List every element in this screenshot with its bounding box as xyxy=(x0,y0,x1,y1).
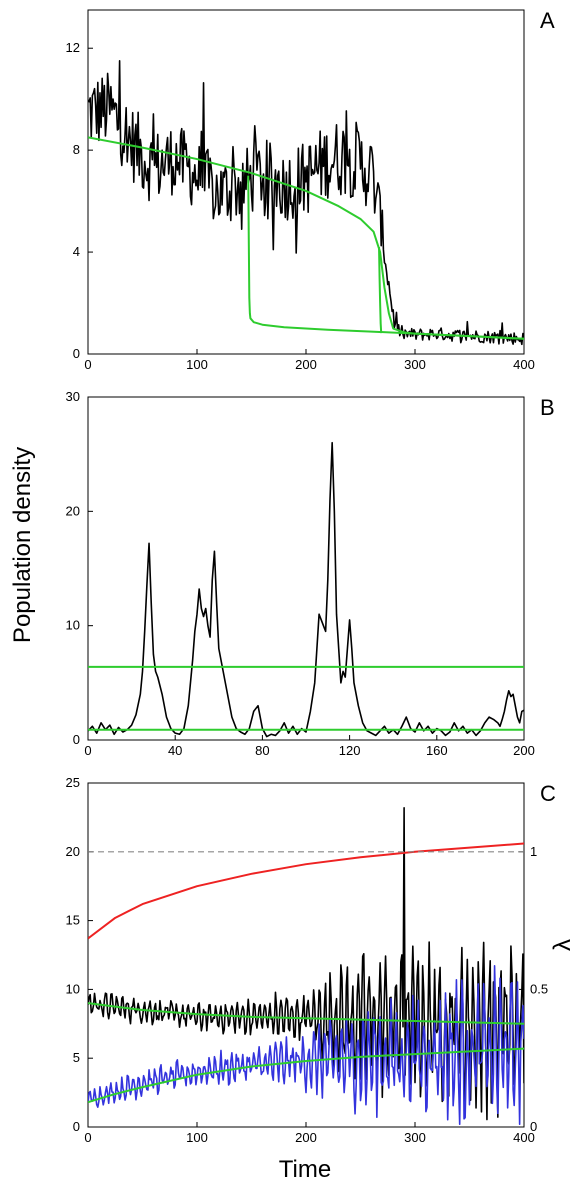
panel-letter: C xyxy=(540,781,556,806)
x-tick-label: 80 xyxy=(255,743,269,758)
series-line xyxy=(88,1002,524,1025)
x-tick-label: 200 xyxy=(513,743,535,758)
y-tick-label: 10 xyxy=(66,981,80,996)
y2-tick-label: 0.5 xyxy=(530,981,548,996)
series-line xyxy=(88,136,524,340)
x-tick-label: 100 xyxy=(186,1130,208,1145)
y2-tick-label: 0 xyxy=(530,1119,537,1134)
y-tick-label: 10 xyxy=(66,618,80,633)
x-tick-label: 0 xyxy=(84,357,91,372)
panel-letter: A xyxy=(540,8,555,33)
y-tick-label: 15 xyxy=(66,913,80,928)
series-line xyxy=(378,246,383,334)
y-axis-label: Population density xyxy=(9,447,36,643)
y-tick-label: 30 xyxy=(66,389,80,404)
series-line xyxy=(247,175,524,340)
x-tick-label: 400 xyxy=(513,357,535,372)
y2-axis-label: λ xyxy=(549,939,576,951)
y-tick-label: 20 xyxy=(66,844,80,859)
y-tick-label: 25 xyxy=(66,775,80,790)
y-tick-label: 5 xyxy=(73,1050,80,1065)
x-tick-label: 200 xyxy=(295,357,317,372)
series-group xyxy=(88,60,524,346)
panel-letter: B xyxy=(540,395,555,420)
series-line xyxy=(88,806,524,1121)
x-tick-label: 0 xyxy=(84,743,91,758)
x-tick-label: 0 xyxy=(84,1130,91,1145)
x-tick-label: 40 xyxy=(168,743,182,758)
x-tick-label: 300 xyxy=(404,1130,426,1145)
y-tick-label: 4 xyxy=(73,244,80,259)
series-line xyxy=(88,964,524,1126)
series-line xyxy=(88,60,524,346)
x-tick-label: 100 xyxy=(186,357,208,372)
series-group xyxy=(88,806,524,1126)
x-tick-label: 200 xyxy=(295,1130,317,1145)
series-line xyxy=(88,441,524,738)
y-tick-label: 0 xyxy=(73,346,80,361)
y-tick-label: 8 xyxy=(73,142,80,157)
series-line xyxy=(88,1047,524,1104)
y2-tick-label: 1 xyxy=(530,844,537,859)
y-tick-label: 0 xyxy=(73,732,80,747)
y-tick-label: 12 xyxy=(66,40,80,55)
series-line xyxy=(88,842,524,940)
panel-a: 0 100 200 300 400 0 4 8 12 A xyxy=(66,8,555,372)
y-tick-label: 20 xyxy=(66,503,80,518)
x-axis-label: Time xyxy=(279,1156,331,1183)
plot-frame xyxy=(87,396,525,741)
series-group xyxy=(88,441,524,738)
x-tick-label: 120 xyxy=(339,743,361,758)
x-tick-label: 300 xyxy=(404,357,426,372)
panel-b: 0 40 80 120 160 200 0 10 20 30 B xyxy=(66,389,555,758)
y-tick-label: 0 xyxy=(73,1119,80,1134)
x-tick-label: 400 xyxy=(513,1130,535,1145)
x-tick-label: 160 xyxy=(426,743,448,758)
